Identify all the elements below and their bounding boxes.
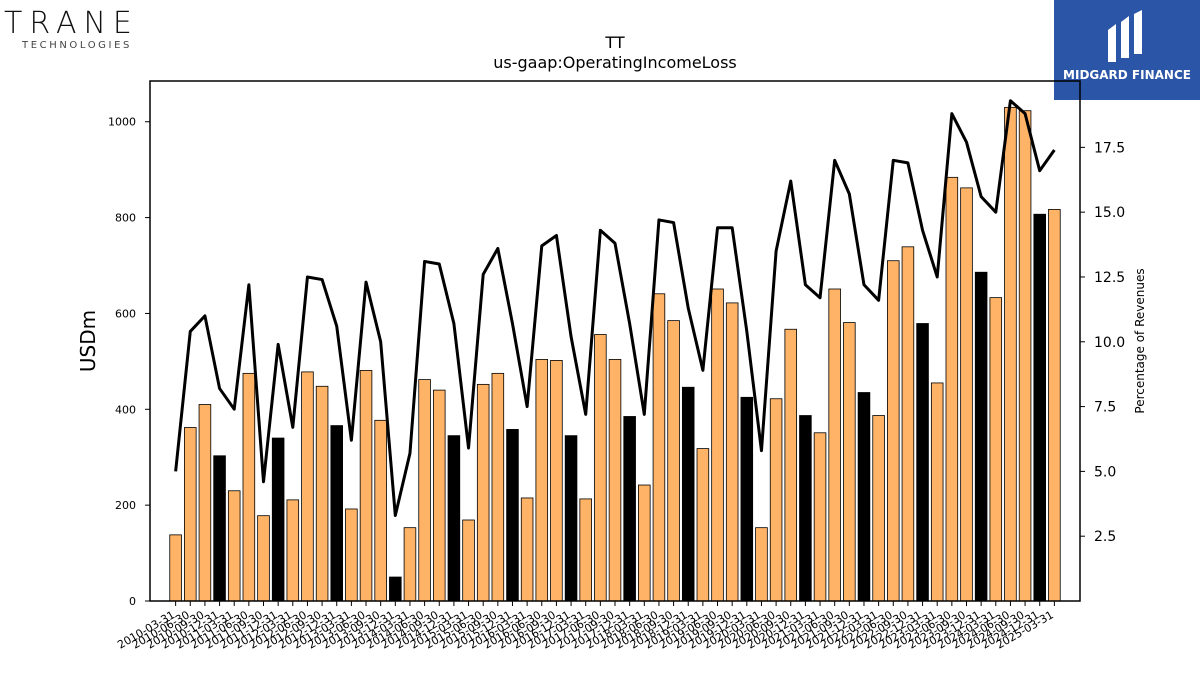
bar — [242, 372, 256, 602]
logo-text: MIDGARD FINANCE — [1063, 68, 1191, 82]
bar — [828, 288, 841, 602]
bar — [872, 415, 885, 602]
bar — [945, 176, 959, 602]
y2-tick-label: 10.0 — [1094, 335, 1125, 351]
y-tick-label: 1000 — [108, 116, 136, 129]
percentage-line — [174, 99, 1056, 517]
bar — [667, 320, 680, 602]
bar — [447, 435, 461, 602]
y2-axis-label: Percentage of Revenues — [1133, 268, 1147, 413]
bar — [623, 416, 636, 602]
y-tick-label: 800 — [115, 212, 136, 225]
midgard-finance-logo: MIDGARD FINANCE — [1054, 0, 1200, 100]
bar — [974, 271, 988, 602]
bar — [989, 297, 1003, 602]
y-tick-label: 600 — [115, 307, 136, 320]
bar — [169, 534, 182, 602]
bar — [1004, 106, 1017, 602]
bar — [799, 415, 812, 602]
bar — [725, 302, 739, 602]
bar — [960, 187, 973, 602]
y-tick-label: 0 — [129, 595, 136, 608]
trane-technologies-logo: TRANE TECHNOLOGIES — [4, 4, 164, 52]
midgard-mark-icon — [1108, 10, 1142, 62]
bar — [432, 389, 446, 602]
bar — [681, 386, 695, 602]
chart-title: TT — [604, 33, 624, 52]
bar — [403, 527, 417, 602]
bar — [1018, 110, 1032, 602]
bar — [506, 429, 519, 602]
bar — [1033, 213, 1046, 602]
y-tick-label: 200 — [115, 499, 136, 512]
bar — [638, 484, 651, 602]
y2-tick-label: 5.0 — [1094, 464, 1116, 480]
bar — [330, 425, 343, 602]
bar — [418, 379, 431, 602]
bar — [345, 508, 358, 602]
logo-wordmark: TRANE — [4, 6, 139, 41]
bar — [857, 392, 871, 602]
bar — [301, 371, 314, 602]
bar — [257, 515, 270, 602]
bar — [887, 260, 900, 602]
bar — [198, 404, 212, 602]
bar — [901, 246, 915, 602]
bar — [476, 383, 490, 602]
bar — [491, 372, 505, 602]
y2-tick-label: 17.5 — [1094, 140, 1125, 156]
y2-tick-label: 7.5 — [1094, 400, 1116, 416]
bar — [843, 322, 856, 602]
bar — [652, 293, 666, 602]
bar — [696, 448, 710, 602]
bar — [374, 419, 387, 602]
chart-subtitle: us-gaap:OperatingIncomeLoss — [493, 53, 737, 72]
bar — [755, 527, 768, 602]
bar — [271, 437, 285, 602]
bar — [462, 519, 475, 602]
bar — [550, 360, 563, 602]
bar — [769, 398, 783, 602]
bar — [227, 490, 241, 602]
bar — [784, 328, 798, 602]
bar — [286, 499, 300, 602]
logo-subtext: TECHNOLOGIES — [22, 40, 132, 51]
bar — [184, 427, 197, 602]
bar — [711, 288, 724, 602]
bar — [579, 498, 592, 602]
y2-tick-label: 15.0 — [1094, 205, 1125, 221]
bar — [315, 385, 329, 602]
bar — [916, 323, 929, 602]
bar — [389, 576, 402, 602]
bar — [535, 359, 549, 602]
bar — [520, 497, 534, 602]
y-tick-label: 400 — [115, 403, 136, 416]
bar — [813, 432, 827, 602]
y-axis-label: USDm — [76, 310, 100, 372]
bar — [930, 382, 944, 602]
bar — [213, 455, 226, 602]
axes-group: 0 200 400 600 800 1000 2.5 5.0 7.5 10.0 12.5 15.0 17… — [108, 80, 1125, 652]
line-group — [174, 99, 1056, 517]
y2-tick-label: 2.5 — [1094, 529, 1116, 545]
bar — [359, 370, 373, 602]
bars-group — [169, 106, 1061, 602]
bar — [564, 435, 578, 602]
bar — [1048, 209, 1061, 602]
y2-tick-label: 12.5 — [1094, 270, 1125, 286]
bar — [740, 396, 754, 602]
bar — [608, 359, 622, 602]
bar — [594, 334, 607, 602]
